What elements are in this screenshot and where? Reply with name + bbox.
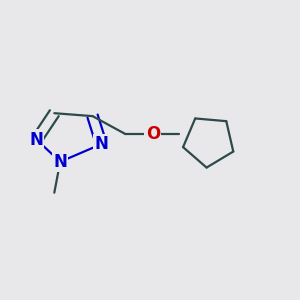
- Text: methyl: methyl: [52, 194, 57, 195]
- Text: N: N: [94, 135, 108, 153]
- Text: N: N: [53, 153, 67, 171]
- Text: N: N: [29, 131, 43, 149]
- Text: O: O: [146, 125, 160, 143]
